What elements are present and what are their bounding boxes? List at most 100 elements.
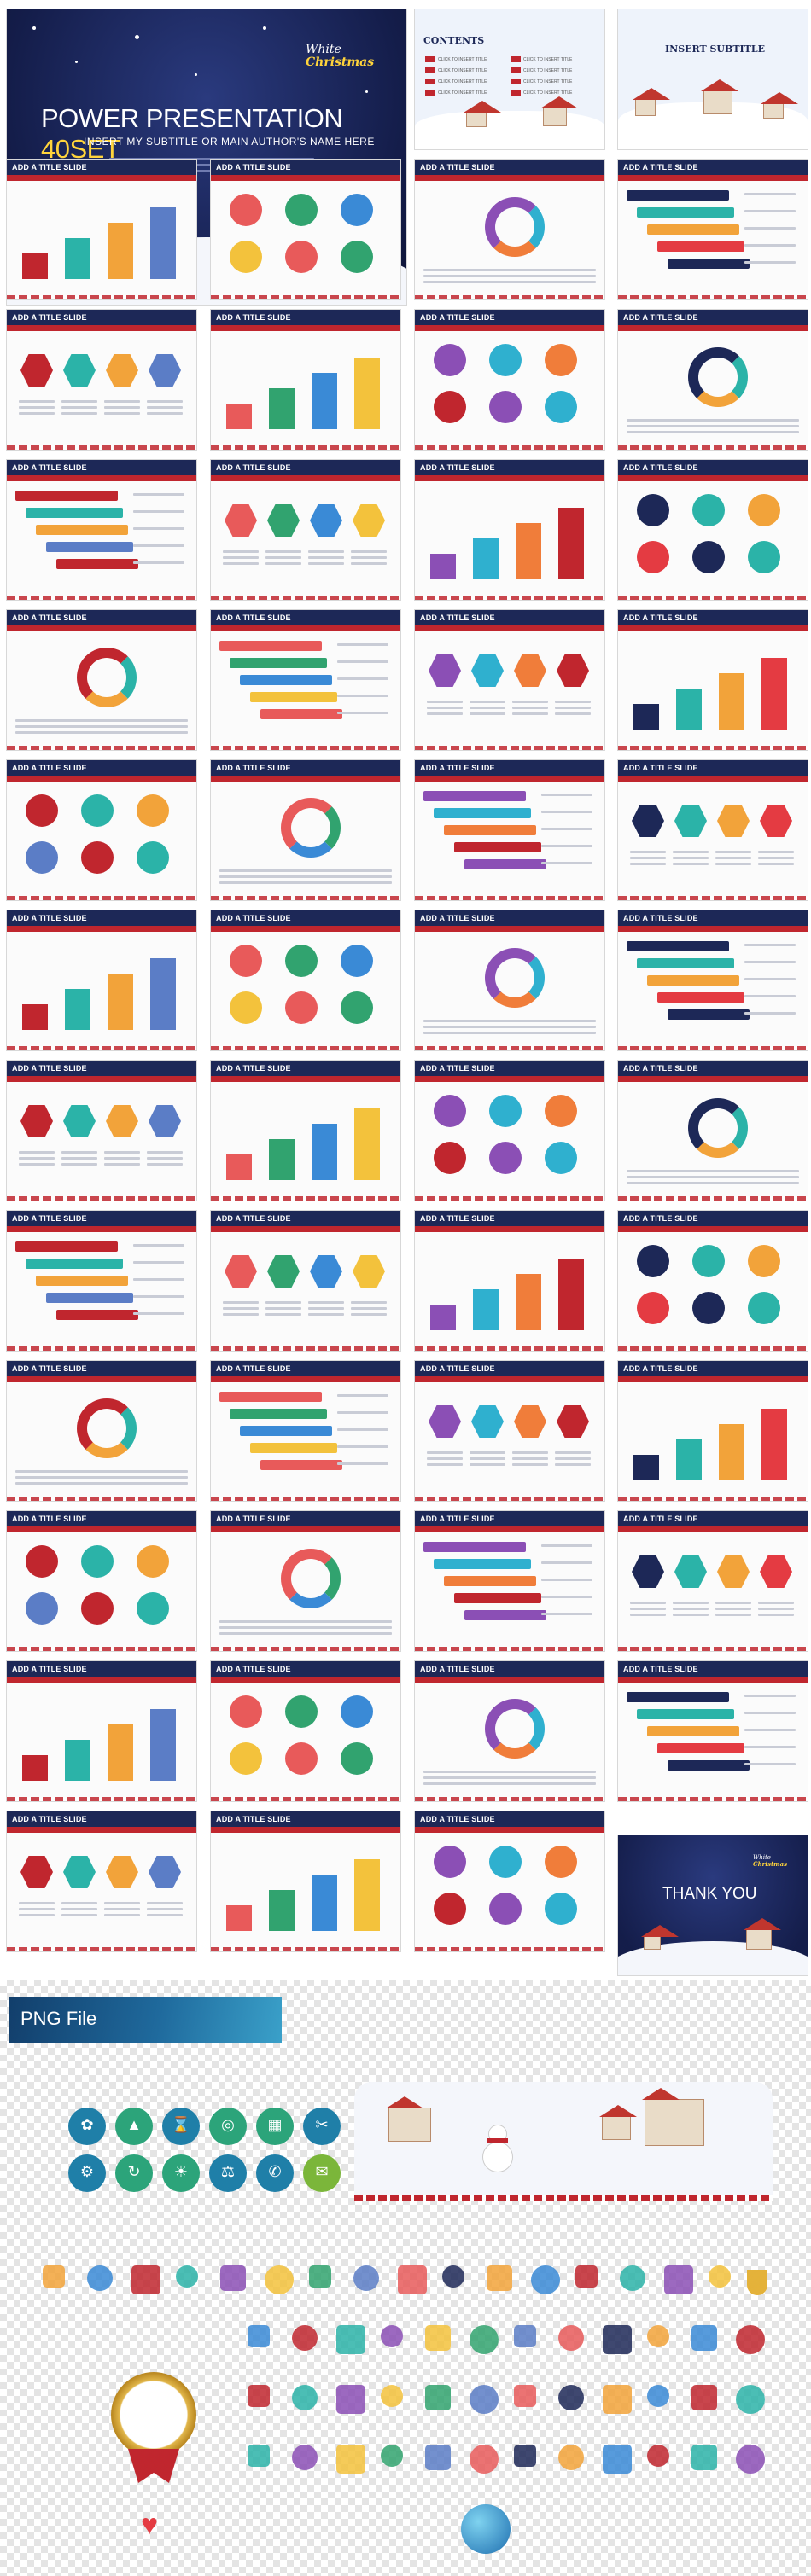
clipart-icon bbox=[248, 2325, 270, 2347]
content-slide[interactable]: ADD A TITLE SLIDE bbox=[617, 609, 808, 751]
content-slide[interactable]: ADD A TITLE SLIDE bbox=[6, 759, 197, 901]
clipart-icon bbox=[353, 2265, 379, 2291]
content-slide[interactable]: ADD A TITLE SLIDE bbox=[414, 1660, 605, 1802]
clipart-icon bbox=[381, 2445, 403, 2467]
content-slide[interactable]: ADD A TITLE SLIDE bbox=[414, 159, 605, 300]
content-slide[interactable]: ADD A TITLE SLIDE bbox=[414, 459, 605, 601]
clipart-icon bbox=[647, 2385, 669, 2407]
content-slide[interactable]: ADD A TITLE SLIDE bbox=[617, 910, 808, 1051]
slide-contents[interactable]: CONTENTS CLICK TO INSERT TITLE CLICK TO … bbox=[414, 9, 605, 150]
slide-body bbox=[219, 1839, 392, 1943]
content-slide[interactable]: ADD A TITLE SLIDE bbox=[210, 309, 401, 451]
slide-title-bar: ADD A TITLE SLIDE bbox=[618, 1211, 808, 1232]
content-slide[interactable]: ADD A TITLE SLIDE bbox=[6, 459, 197, 601]
slide-title-bar: ADD A TITLE SLIDE bbox=[618, 1061, 808, 1082]
icon-circle: ↻ bbox=[115, 2154, 153, 2192]
content-slide[interactable]: ADD A TITLE SLIDE bbox=[414, 759, 605, 901]
slide-title-bar: ADD A TITLE SLIDE bbox=[415, 610, 604, 631]
content-slide[interactable]: ADD A TITLE SLIDE bbox=[6, 159, 197, 300]
clipart-icon bbox=[709, 2265, 731, 2288]
content-slide[interactable]: ADD A TITLE SLIDE bbox=[210, 910, 401, 1051]
content-slide[interactable]: ADD A TITLE SLIDE bbox=[617, 759, 808, 901]
content-slide[interactable]: ADD A TITLE SLIDE bbox=[617, 309, 808, 451]
content-slide[interactable]: ADD A TITLE SLIDE bbox=[6, 609, 197, 751]
slide-title-bar: ADD A TITLE SLIDE bbox=[7, 1511, 196, 1532]
slide-body bbox=[627, 487, 799, 591]
slide-body bbox=[627, 187, 799, 291]
slide-insert-subtitle[interactable]: INSERT SUBTITLE bbox=[617, 9, 808, 150]
clipart-icon bbox=[736, 2325, 765, 2354]
slide-title-bar: ADD A TITLE SLIDE bbox=[7, 1061, 196, 1082]
content-slide[interactable]: ADD A TITLE SLIDE bbox=[6, 1060, 197, 1201]
content-slide[interactable]: ADD A TITLE SLIDE bbox=[617, 159, 808, 300]
content-slide[interactable]: ADD A TITLE SLIDE bbox=[210, 1060, 401, 1201]
clipart-icon bbox=[398, 2265, 427, 2294]
clipart-icon bbox=[531, 2265, 560, 2294]
content-slide[interactable]: ADD A TITLE SLIDE bbox=[617, 1360, 808, 1502]
clipart-icon bbox=[470, 2325, 499, 2354]
content-slide[interactable]: ADD A TITLE SLIDE bbox=[210, 609, 401, 751]
clipart-icon bbox=[691, 2445, 717, 2470]
slide-body bbox=[627, 1388, 799, 1492]
slide-title-bar: ADD A TITLE SLIDE bbox=[7, 310, 196, 331]
content-slide[interactable]: ADD A TITLE SLIDE bbox=[6, 910, 197, 1051]
slide-body bbox=[423, 1689, 596, 1793]
content-slide[interactable]: ADD A TITLE SLIDE bbox=[617, 1660, 808, 1802]
slide-title-bar: ADD A TITLE SLIDE bbox=[415, 160, 604, 181]
slide-title-bar: ADD A TITLE SLIDE bbox=[211, 1661, 400, 1683]
content-slide[interactable]: ADD A TITLE SLIDE bbox=[617, 1510, 808, 1652]
slide-title-bar: ADD A TITLE SLIDE bbox=[7, 1361, 196, 1382]
slide-body bbox=[219, 788, 392, 892]
slide-body bbox=[627, 788, 799, 892]
slide-body bbox=[15, 788, 188, 892]
cover-title: POWER PRESENTATION 40SET bbox=[41, 103, 343, 164]
content-slide[interactable]: ADD A TITLE SLIDE bbox=[414, 1360, 605, 1502]
content-slide[interactable]: ADD A TITLE SLIDE bbox=[6, 1210, 197, 1352]
content-slide[interactable]: ADD A TITLE SLIDE bbox=[414, 309, 605, 451]
content-slide[interactable]: ADD A TITLE SLIDE bbox=[210, 1510, 401, 1652]
content-slide[interactable]: ADD A TITLE SLIDE bbox=[210, 159, 401, 300]
slide-title-bar: ADD A TITLE SLIDE bbox=[211, 1211, 400, 1232]
clipart-icon bbox=[336, 2385, 365, 2414]
clipart-icon bbox=[664, 2265, 693, 2294]
content-slide[interactable]: ADD A TITLE SLIDE bbox=[210, 459, 401, 601]
slide-body bbox=[423, 337, 596, 441]
icon-circle: ⚖ bbox=[209, 2154, 247, 2192]
slide-body bbox=[15, 487, 188, 591]
slide-body bbox=[219, 187, 392, 291]
content-slide[interactable]: ADD A TITLE SLIDE bbox=[617, 459, 808, 601]
content-slide[interactable]: ADD A TITLE SLIDE bbox=[414, 1811, 605, 1952]
slide-title-bar: ADD A TITLE SLIDE bbox=[618, 760, 808, 782]
content-slide[interactable]: ADD A TITLE SLIDE bbox=[6, 1660, 197, 1802]
png-file-banner: PNG File bbox=[9, 1997, 282, 2043]
slide-title-bar: ADD A TITLE SLIDE bbox=[7, 460, 196, 481]
content-slide[interactable]: ADD A TITLE SLIDE bbox=[210, 1210, 401, 1352]
content-slide[interactable]: ADD A TITLE SLIDE bbox=[210, 1660, 401, 1802]
clipart-icon bbox=[647, 2445, 669, 2467]
content-slide[interactable]: ADD A TITLE SLIDE bbox=[6, 309, 197, 451]
slide-body bbox=[423, 1388, 596, 1492]
content-slide[interactable]: ADD A TITLE SLIDE bbox=[617, 1060, 808, 1201]
content-slide[interactable]: ADD A TITLE SLIDE bbox=[210, 759, 401, 901]
content-slide[interactable]: ADD A TITLE SLIDE bbox=[210, 1811, 401, 1952]
png-file-section: PNG File ✿ ▲ ⌛ ◎ ▦ ✂ ⚙ ↻ ☀ ⚖ ✆ ✉ ♥ bbox=[0, 1980, 811, 2576]
content-slide[interactable]: ADD A TITLE SLIDE bbox=[6, 1510, 197, 1652]
content-slide[interactable]: ADD A TITLE SLIDE bbox=[414, 1210, 605, 1352]
content-slide[interactable]: ADD A TITLE SLIDE bbox=[210, 1360, 401, 1502]
slide-title-bar: ADD A TITLE SLIDE bbox=[415, 1211, 604, 1232]
content-slide[interactable]: ADD A TITLE SLIDE bbox=[414, 910, 605, 1051]
content-slide[interactable]: ADD A TITLE SLIDE bbox=[414, 609, 605, 751]
slide-title-bar: ADD A TITLE SLIDE bbox=[415, 310, 604, 331]
clipart-icon bbox=[292, 2385, 318, 2410]
content-slide[interactable]: ADD A TITLE SLIDE bbox=[6, 1811, 197, 1952]
content-slide[interactable]: ADD A TITLE SLIDE bbox=[414, 1510, 605, 1652]
slide-body bbox=[15, 1238, 188, 1342]
clipart-icon bbox=[425, 2325, 451, 2351]
content-slide[interactable]: ADD A TITLE SLIDE bbox=[617, 1210, 808, 1352]
content-slide[interactable]: ADD A TITLE SLIDE bbox=[414, 1060, 605, 1201]
slide-body bbox=[423, 938, 596, 1042]
slide-body bbox=[627, 1689, 799, 1793]
clipart-icon bbox=[558, 2445, 584, 2470]
slide-thank-you[interactable]: THANK YOU White Christmas bbox=[617, 1835, 808, 1976]
content-slide[interactable]: ADD A TITLE SLIDE bbox=[6, 1360, 197, 1502]
